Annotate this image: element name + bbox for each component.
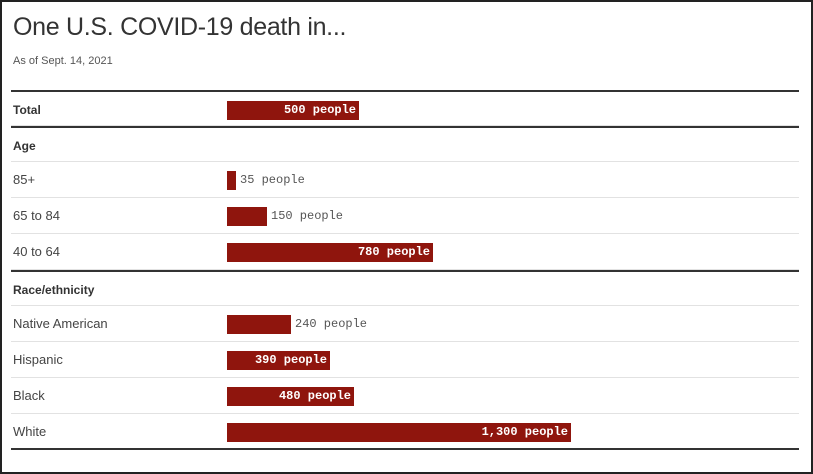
bar-chart: Total 500 people Age 85+ 35 people 65 to 84 15… [11, 90, 799, 450]
bar-total [227, 101, 359, 120]
bar-black [227, 387, 354, 406]
bar-native-american [227, 315, 291, 334]
bar-label: 40 to 64 [13, 244, 60, 259]
chart-title: One U.S. COVID-19 death in... [13, 13, 347, 41]
bar-row-40-to-64: 40 to 64 780 people [11, 234, 799, 270]
bar-hispanic [227, 351, 330, 370]
bar-label: 85+ [13, 172, 36, 187]
group-heading-label: Age [13, 139, 36, 153]
bar-label: Hispanic [13, 352, 63, 367]
bar-40-to-64 [227, 243, 433, 262]
bar-row-black: Black 480 people [11, 378, 799, 414]
bar-value-label: 150 people [271, 209, 344, 223]
bar-row-85: 85+ 35 people [11, 162, 799, 198]
group-heading-label: Race/ethnicity [13, 283, 95, 297]
bar-value-label: 480 people [278, 389, 351, 403]
bar-row-hispanic: Hispanic 390 people [11, 342, 799, 378]
bar-label: 65 to 84 [13, 208, 60, 223]
bar-85 [227, 171, 236, 190]
chart-subtitle: As of Sept. 14, 2021 [13, 55, 113, 67]
bar-label: Native American [13, 316, 108, 331]
bar-label: Total [13, 103, 41, 117]
group-heading-age: Age [11, 126, 799, 162]
bar-65-to-84 [227, 207, 267, 226]
bar-label: White [13, 424, 47, 439]
bar-row-native-american: Native American 240 people [11, 306, 799, 342]
bar-label: Black [13, 388, 45, 403]
bar-value-label: 780 people [357, 245, 430, 259]
bar-row-white: White 1,300 people [11, 414, 799, 450]
bar-value-label: 1,300 people [481, 425, 568, 439]
bar-value-label: 500 people [283, 103, 356, 117]
bar-row-65-to-84: 65 to 84 150 people [11, 198, 799, 234]
bar-white [227, 423, 571, 442]
bar-value-label: 35 people [240, 173, 305, 187]
bar-row-total: Total 500 people [11, 90, 799, 126]
bar-value-label: 390 people [254, 353, 327, 367]
group-heading-race-ethnicity: Race/ethnicity [11, 270, 799, 306]
bar-value-label: 240 people [295, 317, 368, 331]
